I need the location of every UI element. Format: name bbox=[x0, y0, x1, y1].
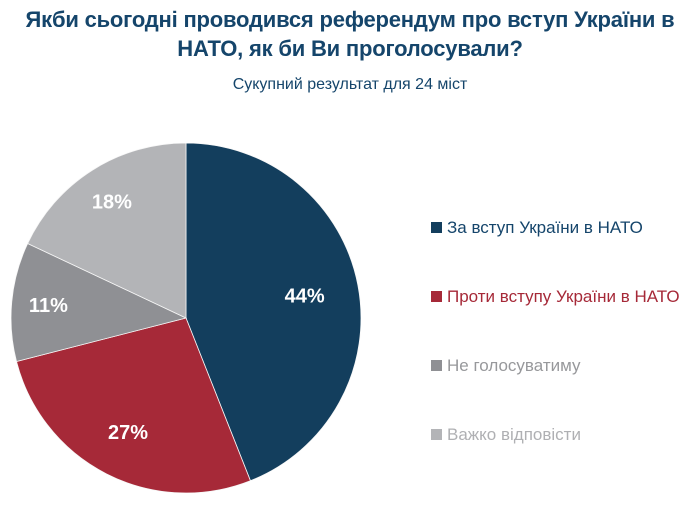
legend-item-3: Не голосуватиму bbox=[431, 355, 680, 376]
chart-subtitle: Сукупний результат для 24 міст bbox=[232, 76, 468, 93]
pie-chart: 44% 27% 11% 18% bbox=[11, 143, 361, 493]
legend-swatch-icon bbox=[431, 222, 442, 233]
legend-item-1: За вступ України в НАТО bbox=[431, 217, 680, 238]
pie-slice-4 bbox=[27, 143, 187, 319]
legend-item-2: Проти вступу України в НАТО bbox=[431, 286, 680, 307]
legend-swatch-icon bbox=[431, 291, 442, 302]
legend: За вступ України в НАТО Проти вступу Укра… bbox=[431, 217, 680, 445]
legend-label: Важко відповісти bbox=[447, 425, 581, 444]
pie-data-label-3: 11% bbox=[29, 295, 68, 317]
legend-label: Не голосуватиму bbox=[447, 356, 581, 375]
pie-slice-1 bbox=[185, 143, 361, 482]
legend-swatch-icon bbox=[431, 429, 442, 440]
legend-swatch-icon bbox=[431, 360, 442, 371]
pie-data-label-4: 18% bbox=[92, 191, 132, 213]
pie-slice-3 bbox=[11, 242, 188, 363]
legend-item-4: Важко відповісти bbox=[431, 424, 680, 445]
pie-data-label-2: 27% bbox=[108, 422, 148, 444]
pie-slice-2 bbox=[16, 317, 251, 493]
legend-label: За вступ України в НАТО bbox=[447, 218, 643, 237]
pie-data-label-1: 44% bbox=[285, 285, 325, 307]
chart-title: Якби сьогодні проводився референдум про … bbox=[25, 7, 675, 61]
legend-label: Проти вступу України в НАТО bbox=[447, 287, 680, 306]
